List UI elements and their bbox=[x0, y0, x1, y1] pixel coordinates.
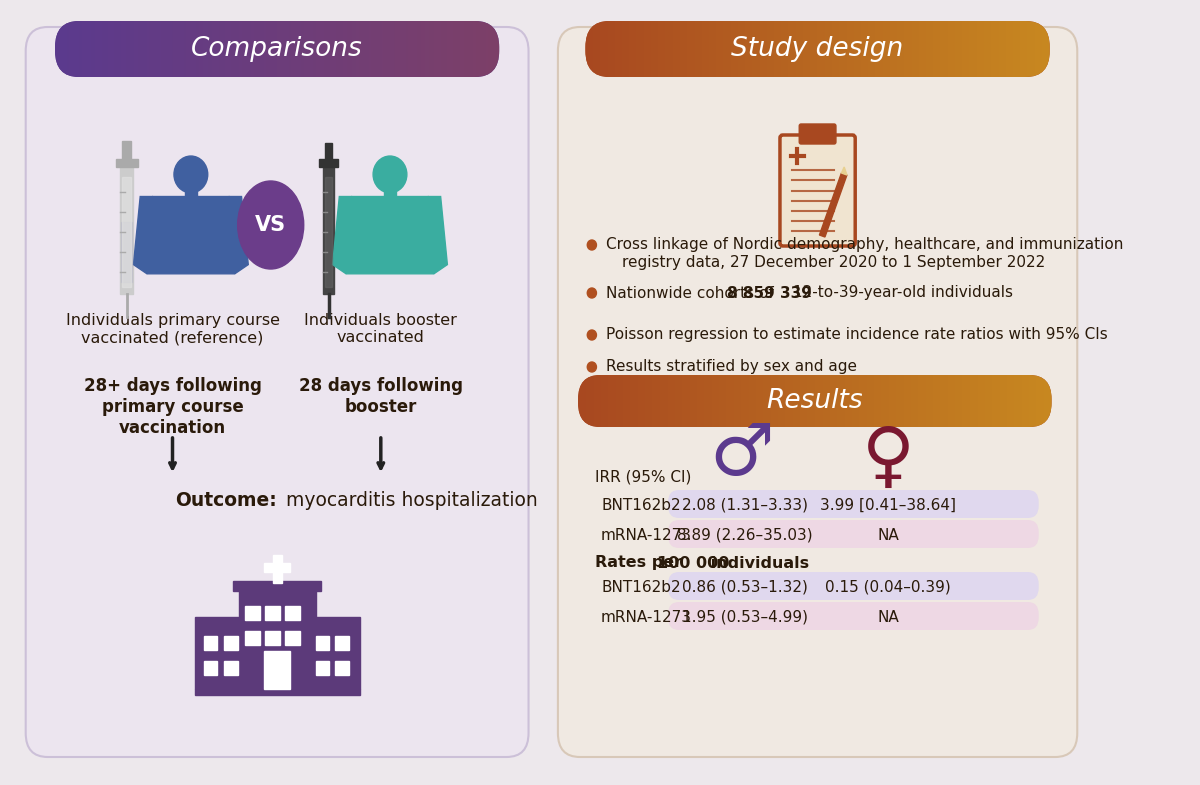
Text: Individuals booster
vaccinated: Individuals booster vaccinated bbox=[305, 313, 457, 345]
Bar bbox=[204, 636, 217, 650]
Bar bbox=[264, 651, 290, 689]
Bar bbox=[319, 159, 337, 167]
FancyBboxPatch shape bbox=[668, 602, 1039, 630]
Bar bbox=[204, 661, 217, 675]
Text: 0.86 (0.53–1.32): 0.86 (0.53–1.32) bbox=[682, 579, 808, 594]
Text: mRNA-1273: mRNA-1273 bbox=[601, 528, 692, 542]
Bar bbox=[115, 159, 138, 167]
Bar bbox=[122, 141, 131, 159]
Text: Results: Results bbox=[767, 388, 863, 414]
FancyBboxPatch shape bbox=[780, 135, 856, 246]
Circle shape bbox=[587, 240, 596, 250]
Circle shape bbox=[587, 288, 596, 298]
Text: ♀: ♀ bbox=[862, 425, 914, 494]
Polygon shape bbox=[332, 196, 352, 274]
Bar bbox=[265, 631, 280, 645]
Bar bbox=[323, 164, 334, 294]
Text: 12-to-39-year-old individuals: 12-to-39-year-old individuals bbox=[793, 286, 1013, 301]
Circle shape bbox=[174, 156, 208, 193]
FancyBboxPatch shape bbox=[668, 520, 1039, 548]
Polygon shape bbox=[146, 196, 235, 274]
Polygon shape bbox=[133, 196, 152, 274]
Bar bbox=[325, 177, 332, 287]
Text: 0.15 (0.04–0.39): 0.15 (0.04–0.39) bbox=[826, 579, 952, 594]
Text: BNT162b2: BNT162b2 bbox=[601, 579, 680, 594]
Bar bbox=[122, 177, 131, 287]
Bar bbox=[335, 661, 349, 675]
Text: Nationwide cohorts of: Nationwide cohorts of bbox=[606, 286, 779, 301]
Bar bbox=[120, 164, 133, 294]
Text: BNT162b2: BNT162b2 bbox=[601, 498, 680, 513]
Polygon shape bbox=[820, 173, 847, 237]
Text: Outcome:: Outcome: bbox=[175, 491, 277, 510]
Text: 3.99 [0.41–38.64]: 3.99 [0.41–38.64] bbox=[821, 498, 956, 513]
Text: Results stratified by sex and age: Results stratified by sex and age bbox=[606, 360, 857, 374]
Circle shape bbox=[587, 330, 596, 340]
Text: 8.89 (2.26–35.03): 8.89 (2.26–35.03) bbox=[677, 528, 812, 542]
Polygon shape bbox=[428, 196, 448, 274]
Bar bbox=[264, 563, 290, 572]
Bar bbox=[233, 581, 322, 591]
FancyBboxPatch shape bbox=[586, 21, 1050, 77]
Text: NA: NA bbox=[877, 528, 899, 542]
Text: VS: VS bbox=[256, 215, 287, 235]
Bar bbox=[224, 636, 238, 650]
Text: Poisson regression to estimate incidence rate ratios with 95% CIs: Poisson regression to estimate incidence… bbox=[606, 327, 1108, 342]
Text: 100 000: 100 000 bbox=[658, 556, 730, 571]
Bar bbox=[194, 617, 242, 689]
Bar bbox=[316, 636, 330, 650]
Text: 28 days following
booster: 28 days following booster bbox=[299, 377, 463, 416]
Polygon shape bbox=[841, 167, 847, 175]
Text: 2.08 (1.31–3.33): 2.08 (1.31–3.33) bbox=[682, 498, 808, 513]
Text: mRNA-1273: mRNA-1273 bbox=[601, 609, 692, 625]
Text: ♂: ♂ bbox=[709, 421, 774, 490]
Bar bbox=[121, 222, 132, 282]
FancyBboxPatch shape bbox=[668, 490, 1039, 518]
Bar bbox=[245, 631, 259, 645]
Text: 1.95 (0.53–4.99): 1.95 (0.53–4.99) bbox=[682, 609, 808, 625]
FancyBboxPatch shape bbox=[668, 572, 1039, 600]
Text: Individuals primary course
vaccinated (reference): Individuals primary course vaccinated (r… bbox=[66, 313, 280, 345]
Text: Cross linkage of Nordic demography, healthcare, and immunization: Cross linkage of Nordic demography, heal… bbox=[606, 238, 1123, 253]
Text: NA: NA bbox=[877, 609, 899, 625]
Bar bbox=[272, 555, 282, 583]
FancyBboxPatch shape bbox=[799, 124, 836, 144]
Text: IRR (95% CI): IRR (95% CI) bbox=[595, 469, 691, 484]
FancyBboxPatch shape bbox=[558, 27, 1078, 757]
Bar bbox=[245, 606, 259, 620]
Ellipse shape bbox=[238, 181, 304, 269]
Text: myocarditis hospitalization: myocarditis hospitalization bbox=[280, 491, 538, 510]
Bar bbox=[239, 589, 316, 689]
Polygon shape bbox=[346, 196, 434, 274]
Text: Rates per: Rates per bbox=[595, 556, 688, 571]
FancyBboxPatch shape bbox=[55, 21, 499, 77]
Bar bbox=[286, 631, 300, 645]
Text: 28+ days following
primary course
vaccination: 28+ days following primary course vaccin… bbox=[84, 377, 262, 436]
FancyBboxPatch shape bbox=[25, 27, 528, 757]
Text: Comparisons: Comparisons bbox=[191, 36, 362, 62]
Bar bbox=[286, 606, 300, 620]
Bar bbox=[224, 661, 238, 675]
Bar bbox=[325, 143, 332, 159]
Bar bbox=[265, 606, 280, 620]
Text: Study design: Study design bbox=[732, 36, 904, 62]
Bar bbox=[312, 617, 360, 689]
Text: individuals: individuals bbox=[706, 556, 809, 571]
Bar bbox=[316, 661, 330, 675]
Polygon shape bbox=[229, 196, 248, 274]
Bar bbox=[185, 174, 197, 196]
Text: 8 859 339: 8 859 339 bbox=[727, 286, 817, 301]
Text: registry data, 27 December 2020 to 1 September 2022: registry data, 27 December 2020 to 1 Sep… bbox=[622, 255, 1045, 271]
FancyBboxPatch shape bbox=[578, 375, 1051, 427]
Circle shape bbox=[373, 156, 407, 193]
Bar bbox=[194, 689, 360, 695]
Bar bbox=[384, 174, 396, 196]
Bar bbox=[335, 636, 349, 650]
Circle shape bbox=[587, 362, 596, 372]
